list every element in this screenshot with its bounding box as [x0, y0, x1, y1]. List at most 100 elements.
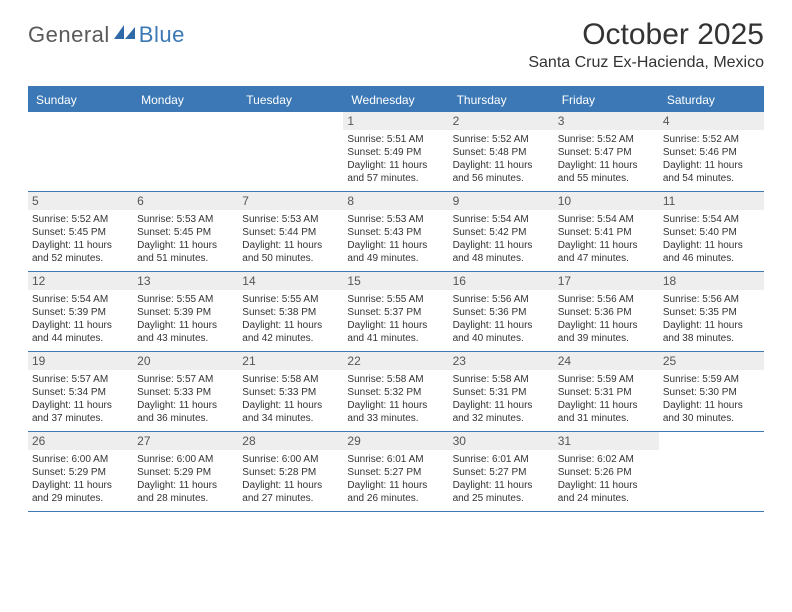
day-number: 16 [449, 272, 554, 290]
day-body: Sunrise: 5:58 AMSunset: 5:31 PMDaylight:… [453, 373, 550, 425]
day-body: Sunrise: 5:57 AMSunset: 5:34 PMDaylight:… [32, 373, 129, 425]
day-cell: 9Sunrise: 5:54 AMSunset: 5:42 PMDaylight… [449, 192, 554, 271]
day-number: 19 [28, 352, 133, 370]
daylight-text: and 43 minutes. [137, 332, 234, 345]
sunrise-text: Sunrise: 5:58 AM [347, 373, 444, 386]
day-number: 25 [659, 352, 764, 370]
day-number: 21 [238, 352, 343, 370]
day-body: Sunrise: 5:55 AMSunset: 5:39 PMDaylight:… [137, 293, 234, 345]
daylight-text: Daylight: 11 hours [137, 479, 234, 492]
daylight-text: Daylight: 11 hours [347, 319, 444, 332]
day-body: Sunrise: 5:54 AMSunset: 5:40 PMDaylight:… [663, 213, 760, 265]
day-number: 10 [554, 192, 659, 210]
daylight-text: and 56 minutes. [453, 172, 550, 185]
sunrise-text: Sunrise: 5:56 AM [663, 293, 760, 306]
weekday-header: Wednesday [343, 88, 448, 112]
day-cell: 14Sunrise: 5:55 AMSunset: 5:38 PMDayligh… [238, 272, 343, 351]
day-number: 6 [133, 192, 238, 210]
weeks-container: ...1Sunrise: 5:51 AMSunset: 5:49 PMDayli… [28, 112, 764, 512]
sunrise-text: Sunrise: 5:53 AM [347, 213, 444, 226]
daylight-text: Daylight: 11 hours [558, 239, 655, 252]
daylight-text: and 48 minutes. [453, 252, 550, 265]
sunrise-text: Sunrise: 5:52 AM [32, 213, 129, 226]
sunrise-text: Sunrise: 5:54 AM [453, 213, 550, 226]
daylight-text: and 49 minutes. [347, 252, 444, 265]
daylight-text: Daylight: 11 hours [558, 399, 655, 412]
daylight-text: and 38 minutes. [663, 332, 760, 345]
sunset-text: Sunset: 5:47 PM [558, 146, 655, 159]
sunrise-text: Sunrise: 5:59 AM [558, 373, 655, 386]
weekday-header: Saturday [659, 88, 764, 112]
daylight-text: Daylight: 11 hours [663, 239, 760, 252]
sunset-text: Sunset: 5:34 PM [32, 386, 129, 399]
day-body: Sunrise: 5:53 AMSunset: 5:44 PMDaylight:… [242, 213, 339, 265]
daylight-text: and 51 minutes. [137, 252, 234, 265]
brand-logo: General Blue [28, 22, 185, 48]
daylight-text: and 55 minutes. [558, 172, 655, 185]
sunset-text: Sunset: 5:33 PM [137, 386, 234, 399]
day-body: Sunrise: 5:52 AMSunset: 5:47 PMDaylight:… [558, 133, 655, 185]
daylight-text: Daylight: 11 hours [453, 479, 550, 492]
sunset-text: Sunset: 5:32 PM [347, 386, 444, 399]
sunrise-text: Sunrise: 6:00 AM [32, 453, 129, 466]
day-body: Sunrise: 5:57 AMSunset: 5:33 PMDaylight:… [137, 373, 234, 425]
sunrise-text: Sunrise: 5:58 AM [242, 373, 339, 386]
sunset-text: Sunset: 5:31 PM [453, 386, 550, 399]
day-body: Sunrise: 5:59 AMSunset: 5:31 PMDaylight:… [558, 373, 655, 425]
day-cell: 3 Sunrise: 5:52 AMSunset: 5:47 PMDaylight… [554, 112, 659, 191]
day-cell: 18Sunrise: 5:56 AMSunset: 5:35 PMDayligh… [659, 272, 764, 351]
sunset-text: Sunset: 5:30 PM [663, 386, 760, 399]
daylight-text: Daylight: 11 hours [32, 399, 129, 412]
daylight-text: Daylight: 11 hours [347, 239, 444, 252]
daylight-text: and 40 minutes. [453, 332, 550, 345]
daylight-text: and 57 minutes. [347, 172, 444, 185]
day-body: Sunrise: 5:59 AMSunset: 5:30 PMDaylight:… [663, 373, 760, 425]
sunset-text: Sunset: 5:29 PM [32, 466, 129, 479]
day-body: Sunrise: 5:54 AMSunset: 5:39 PMDaylight:… [32, 293, 129, 345]
daylight-text: and 26 minutes. [347, 492, 444, 505]
day-cell: 2 Sunrise: 5:52 AMSunset: 5:48 PMDaylight… [449, 112, 554, 191]
day-cell: 16Sunrise: 5:56 AMSunset: 5:36 PMDayligh… [449, 272, 554, 351]
day-number: 24 [554, 352, 659, 370]
sunrise-text: Sunrise: 5:55 AM [242, 293, 339, 306]
sunset-text: Sunset: 5:41 PM [558, 226, 655, 239]
sunset-text: Sunset: 5:27 PM [347, 466, 444, 479]
sunset-text: Sunset: 5:37 PM [347, 306, 444, 319]
day-number: 22 [343, 352, 448, 370]
day-number: 18 [659, 272, 764, 290]
weekday-header-row: Sunday Monday Tuesday Wednesday Thursday… [28, 88, 764, 112]
day-body: Sunrise: 5:51 AMSunset: 5:49 PMDaylight:… [347, 133, 444, 185]
sunset-text: Sunset: 5:39 PM [137, 306, 234, 319]
day-body: Sunrise: 5:55 AMSunset: 5:37 PMDaylight:… [347, 293, 444, 345]
day-cell: 19 Sunrise: 5:57 AMSunset: 5:34 PMDayligh… [28, 352, 133, 431]
day-cell: 21Sunrise: 5:58 AMSunset: 5:33 PMDayligh… [238, 352, 343, 431]
sunrise-text: Sunrise: 5:54 AM [558, 213, 655, 226]
brand-text-general: General [28, 22, 110, 48]
header-row: General Blue October 2025 Santa Cruz Ex-… [28, 18, 764, 72]
day-cell: 11Sunrise: 5:54 AMSunset: 5:40 PMDayligh… [659, 192, 764, 271]
sunset-text: Sunset: 5:45 PM [32, 226, 129, 239]
daylight-text: Daylight: 11 hours [32, 479, 129, 492]
daylight-text: Daylight: 11 hours [453, 239, 550, 252]
sunrise-text: Sunrise: 5:55 AM [347, 293, 444, 306]
day-number: 2 [449, 112, 554, 130]
day-cell: 7Sunrise: 5:53 AMSunset: 5:44 PMDaylight… [238, 192, 343, 271]
day-number: 9 [449, 192, 554, 210]
sunrise-text: Sunrise: 6:00 AM [242, 453, 339, 466]
day-body: Sunrise: 5:52 AMSunset: 5:48 PMDaylight:… [453, 133, 550, 185]
day-body: Sunrise: 6:00 AMSunset: 5:29 PMDaylight:… [32, 453, 129, 505]
daylight-text: Daylight: 11 hours [32, 319, 129, 332]
day-number: 13 [133, 272, 238, 290]
sunset-text: Sunset: 5:28 PM [242, 466, 339, 479]
day-number: 3 [554, 112, 659, 130]
daylight-text: and 33 minutes. [347, 412, 444, 425]
sunset-text: Sunset: 5:48 PM [453, 146, 550, 159]
day-number: 23 [449, 352, 554, 370]
day-body: Sunrise: 6:01 AMSunset: 5:27 PMDaylight:… [347, 453, 444, 505]
daylight-text: and 37 minutes. [32, 412, 129, 425]
sunrise-text: Sunrise: 6:00 AM [137, 453, 234, 466]
weekday-header: Thursday [449, 88, 554, 112]
sunrise-text: Sunrise: 5:51 AM [347, 133, 444, 146]
sunset-text: Sunset: 5:26 PM [558, 466, 655, 479]
daylight-text: and 42 minutes. [242, 332, 339, 345]
